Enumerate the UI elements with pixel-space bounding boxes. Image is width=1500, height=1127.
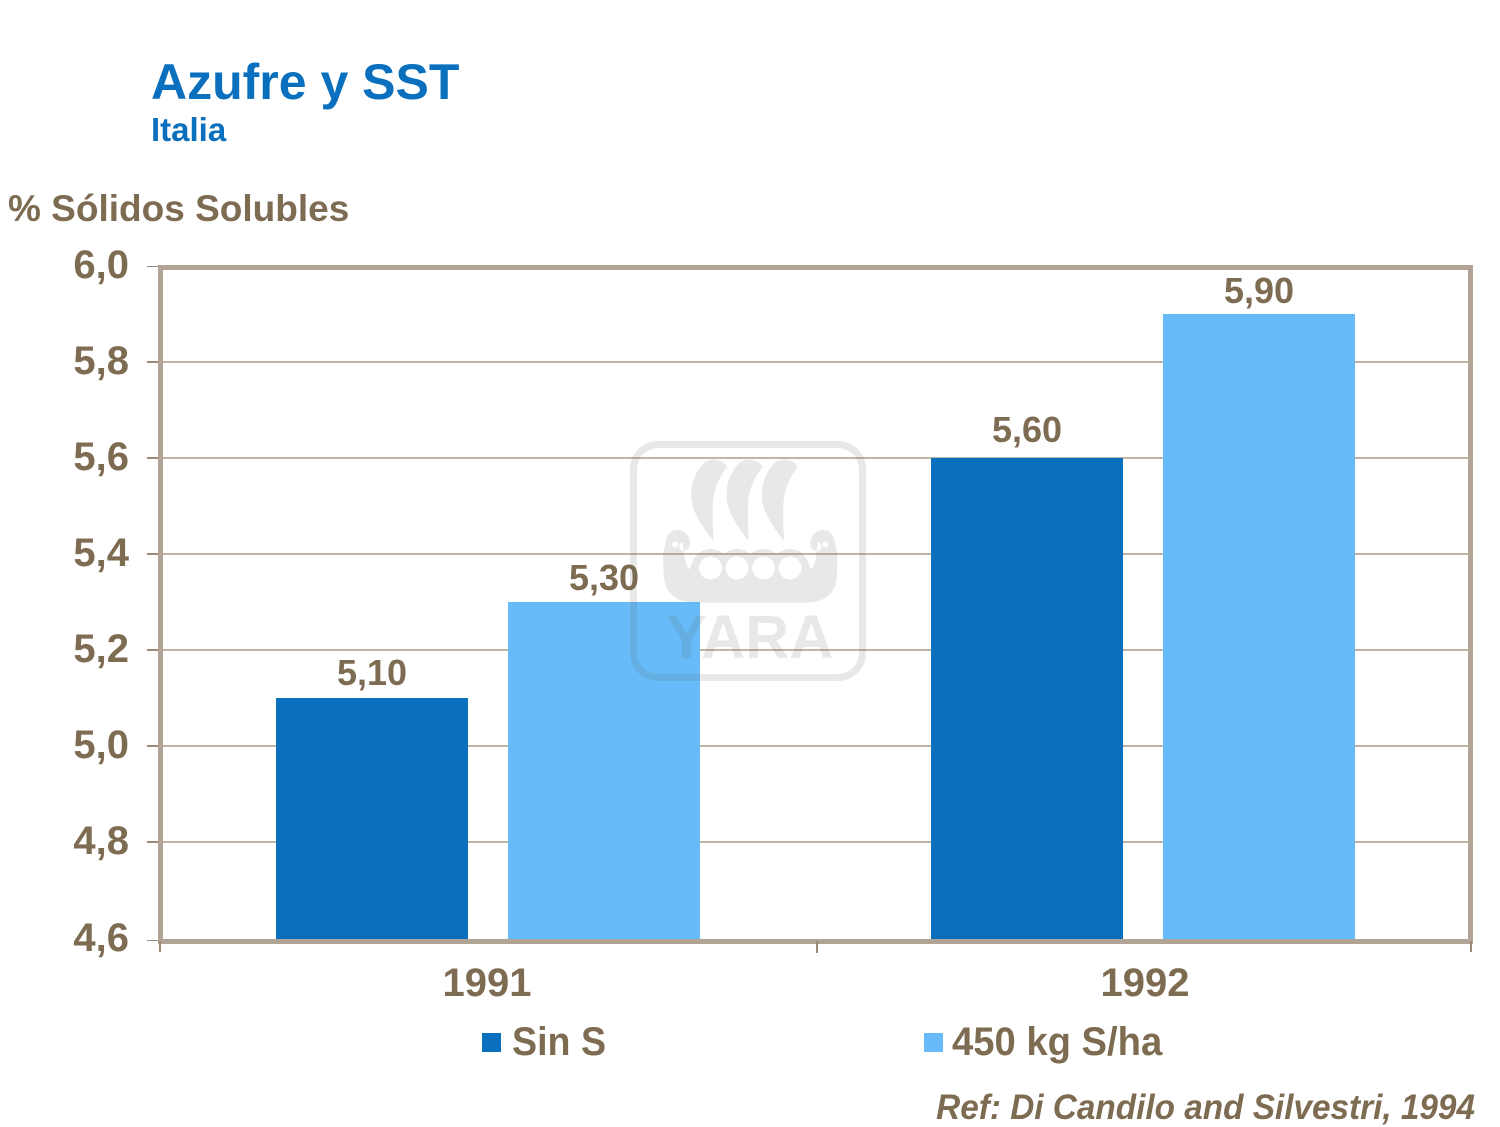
- svg-text:YARA: YARA: [666, 603, 833, 671]
